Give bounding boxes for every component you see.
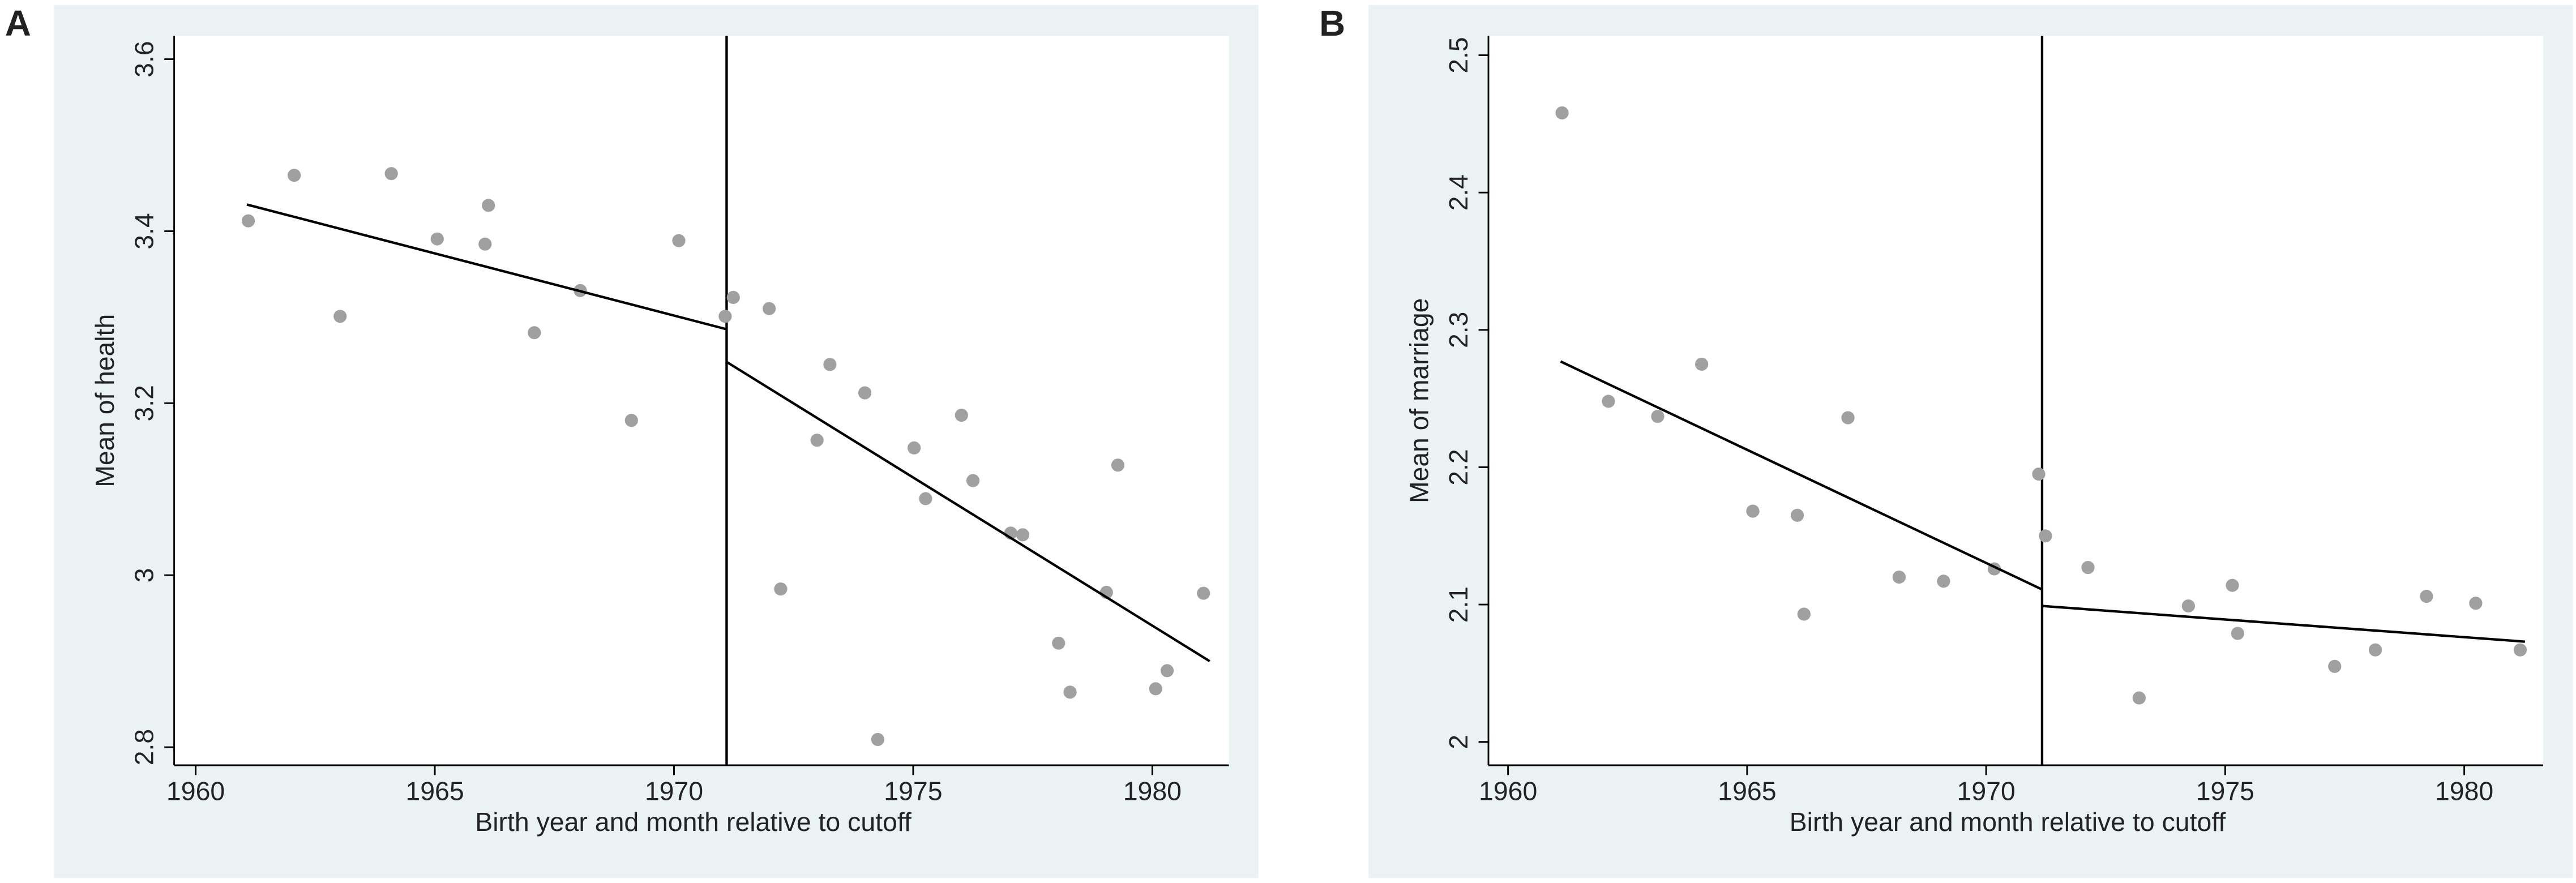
data-point xyxy=(1197,586,1210,600)
x-tick-label: 1965 xyxy=(1718,776,1776,805)
x-tick-label: 1975 xyxy=(2196,776,2254,805)
data-point xyxy=(1937,575,1950,588)
y-tick-label: 2.1 xyxy=(1444,586,1473,623)
data-point xyxy=(624,414,638,427)
data-point xyxy=(1555,106,1569,119)
data-point xyxy=(2039,529,2052,543)
data-point xyxy=(1602,395,1615,408)
data-point xyxy=(1016,528,1030,542)
x-tick-label: 1965 xyxy=(405,776,464,805)
y-axis-label: Mean of marriage xyxy=(1404,298,1434,503)
data-point xyxy=(1052,636,1066,650)
data-point xyxy=(1111,458,1125,472)
data-point xyxy=(1063,685,1077,699)
data-point xyxy=(1651,410,1664,423)
data-point xyxy=(1892,571,1906,584)
data-point xyxy=(966,474,980,487)
data-point xyxy=(774,582,788,596)
y-tick-label: 3.4 xyxy=(129,213,159,249)
data-point xyxy=(1790,508,1804,522)
data-point xyxy=(2328,659,2342,673)
y-tick-label: 2.2 xyxy=(1444,449,1473,485)
data-point xyxy=(528,326,541,340)
data-point xyxy=(718,310,732,323)
data-point xyxy=(1695,357,1709,371)
y-tick-label: 2.3 xyxy=(1444,312,1473,348)
x-tick-label: 1980 xyxy=(2435,776,2493,805)
y-tick-label: 3.2 xyxy=(129,385,159,421)
data-point xyxy=(2513,643,2527,657)
x-tick-label: 1960 xyxy=(166,776,225,805)
data-point xyxy=(2231,627,2244,640)
data-point xyxy=(763,302,776,315)
y-tick-label: 2 xyxy=(1444,735,1473,749)
x-tick-label: 1970 xyxy=(645,776,703,805)
data-point xyxy=(2032,468,2046,481)
plot-area xyxy=(174,36,1229,766)
data-point xyxy=(1746,504,1760,518)
y-tick-label: 3 xyxy=(129,568,159,582)
x-tick-label: 1980 xyxy=(1123,776,1182,805)
fit-line xyxy=(726,361,1210,662)
data-point xyxy=(2081,561,2095,575)
x-tick-label: 1970 xyxy=(1957,776,2016,805)
y-axis-label: Mean of health xyxy=(90,314,119,487)
data-point xyxy=(241,214,255,228)
data-point xyxy=(2469,597,2483,610)
data-point xyxy=(908,441,921,455)
data-point xyxy=(858,386,872,400)
fit-line xyxy=(246,203,727,331)
y-tick-label: 2.8 xyxy=(129,729,159,765)
x-axis-label: Birth year and month relative to cutoff xyxy=(1790,807,2226,837)
y-tick-label: 2.4 xyxy=(1444,174,1473,211)
x-axis-label: Birth year and month relative to cutoff xyxy=(475,807,912,837)
data-point xyxy=(672,234,686,247)
data-point xyxy=(810,434,824,447)
data-point xyxy=(1797,607,1811,621)
data-point xyxy=(2420,589,2433,603)
plot-area xyxy=(1488,36,2543,766)
data-point xyxy=(1841,411,1855,425)
data-point xyxy=(1149,682,1162,696)
data-point xyxy=(955,409,968,422)
data-point xyxy=(2181,599,2195,613)
x-tick-label: 1960 xyxy=(1479,776,1537,805)
x-tick-label: 1975 xyxy=(884,776,942,805)
data-point xyxy=(478,237,492,251)
data-point xyxy=(2132,691,2146,705)
panel-label: B xyxy=(1319,3,1345,44)
panel-label: A xyxy=(5,3,31,44)
data-point xyxy=(871,732,885,746)
fit-line xyxy=(1560,360,2043,591)
data-point xyxy=(384,167,398,181)
data-point xyxy=(823,358,837,371)
data-point xyxy=(2226,578,2239,592)
data-point xyxy=(2368,643,2382,657)
data-point xyxy=(333,310,347,323)
data-point xyxy=(482,199,495,212)
data-point xyxy=(288,169,301,182)
y-tick-label: 2.5 xyxy=(1444,37,1473,73)
data-point xyxy=(726,290,740,305)
data-point xyxy=(430,232,444,246)
data-point xyxy=(1160,664,1174,678)
fit-line xyxy=(2042,605,2526,643)
data-point xyxy=(919,492,932,505)
y-tick-label: 3.6 xyxy=(129,41,159,77)
